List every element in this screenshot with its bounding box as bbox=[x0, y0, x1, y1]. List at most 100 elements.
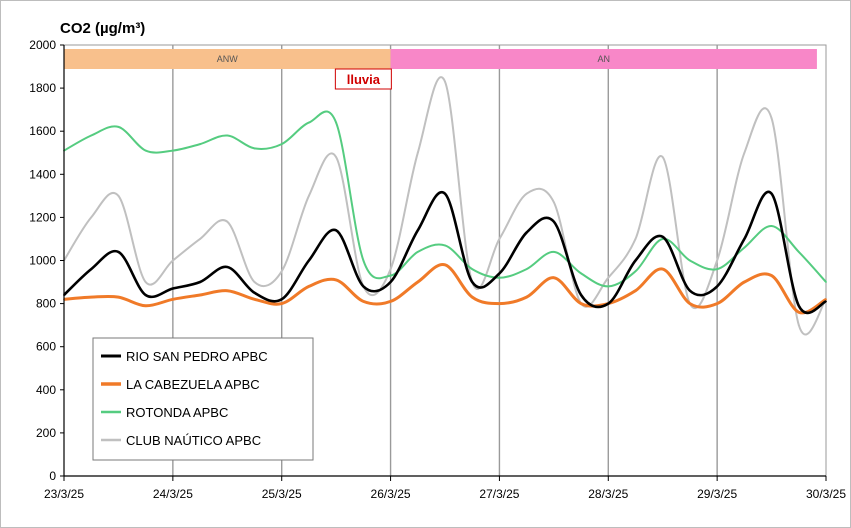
data-point bbox=[90, 296, 93, 299]
data-point bbox=[144, 281, 147, 283]
y-tick-label: 600 bbox=[36, 340, 56, 354]
data-point bbox=[716, 268, 719, 271]
data-point bbox=[117, 296, 120, 299]
data-point bbox=[580, 272, 582, 275]
data-point bbox=[552, 220, 555, 223]
data-point bbox=[226, 134, 229, 137]
data-point bbox=[498, 302, 501, 305]
band-label: AN bbox=[597, 54, 610, 64]
data-point bbox=[661, 235, 664, 238]
data-point bbox=[280, 302, 283, 305]
data-point bbox=[308, 121, 310, 124]
annotation-box bbox=[334, 68, 392, 90]
data-point bbox=[634, 259, 637, 262]
data-point bbox=[416, 250, 419, 253]
data-point bbox=[416, 281, 419, 283]
data-point bbox=[90, 268, 93, 271]
y-tick-label: 200 bbox=[36, 426, 56, 440]
data-point bbox=[226, 220, 229, 223]
data-point bbox=[743, 281, 746, 283]
data-point bbox=[389, 268, 392, 271]
data-point bbox=[171, 259, 174, 262]
data-point bbox=[335, 121, 338, 124]
data-point bbox=[308, 285, 310, 288]
data-point bbox=[498, 272, 501, 275]
data-point bbox=[253, 298, 256, 301]
data-point bbox=[389, 300, 392, 303]
data-point bbox=[743, 151, 746, 154]
data-point bbox=[253, 291, 256, 294]
data-point bbox=[634, 289, 637, 292]
data-point bbox=[444, 244, 446, 247]
data-point bbox=[770, 117, 773, 120]
legend-label: CLUB NAÚTICO APBC bbox=[126, 433, 261, 448]
y-tick-label: 1800 bbox=[29, 81, 56, 95]
data-point bbox=[416, 229, 419, 232]
legend-label: ROTONDA APBC bbox=[126, 405, 228, 420]
data-point bbox=[199, 281, 201, 283]
data-point bbox=[825, 281, 827, 283]
data-point bbox=[335, 278, 338, 281]
data-point bbox=[416, 151, 419, 154]
data-point bbox=[362, 300, 365, 303]
data-point bbox=[716, 285, 719, 288]
data-point bbox=[199, 238, 201, 240]
data-point bbox=[552, 201, 555, 204]
data-point bbox=[117, 250, 120, 253]
y-tick-label: 1400 bbox=[29, 167, 56, 181]
data-point bbox=[144, 294, 147, 296]
data-point bbox=[797, 311, 800, 314]
legend: RIO SAN PEDRO APBC LA CABEZUELA APBC ROTON… bbox=[92, 337, 314, 461]
data-point bbox=[444, 263, 446, 266]
data-point bbox=[335, 156, 338, 158]
data-point bbox=[770, 192, 773, 195]
axis-layer: 0 200 400 600 800 1000 1200 1400 1600 1800 2000 23/… bbox=[29, 38, 846, 501]
x-tick-label: 25/3/25 bbox=[262, 487, 302, 501]
x-tick-label: 24/3/25 bbox=[153, 487, 193, 501]
data-point bbox=[797, 304, 800, 307]
y-tick-label: 1000 bbox=[29, 254, 56, 268]
data-point bbox=[825, 298, 827, 301]
y-tick-label: 1600 bbox=[29, 124, 56, 138]
y-tick-label: 800 bbox=[36, 297, 56, 311]
data-point bbox=[171, 298, 174, 301]
data-point bbox=[308, 259, 310, 262]
data-point bbox=[743, 246, 746, 249]
data-point bbox=[716, 259, 719, 262]
data-point bbox=[144, 149, 147, 152]
data-point bbox=[580, 294, 582, 296]
x-tick-label: 23/3/25 bbox=[44, 487, 84, 501]
data-point bbox=[471, 296, 474, 299]
data-point bbox=[280, 143, 283, 146]
data-point bbox=[661, 268, 664, 271]
data-point bbox=[825, 300, 827, 303]
data-point bbox=[797, 324, 800, 327]
x-tick-label: 27/3/25 bbox=[479, 487, 519, 501]
y-tick-label: 1200 bbox=[29, 210, 56, 224]
series-line bbox=[63, 110, 827, 288]
data-point bbox=[634, 238, 637, 240]
legend-label: RIO SAN PEDRO APBC bbox=[126, 349, 268, 364]
data-point bbox=[498, 276, 501, 279]
data-point bbox=[580, 302, 582, 305]
data-point bbox=[90, 134, 93, 137]
data-point bbox=[444, 192, 446, 195]
data-point bbox=[716, 302, 719, 305]
data-point bbox=[770, 225, 773, 227]
x-tick-label: 30/3/25 bbox=[806, 487, 846, 501]
data-point bbox=[607, 276, 610, 279]
data-point bbox=[471, 268, 474, 271]
data-point bbox=[389, 281, 392, 283]
data-point bbox=[689, 259, 691, 262]
data-point bbox=[689, 302, 691, 305]
data-point bbox=[253, 147, 256, 150]
data-point bbox=[362, 285, 365, 288]
data-point bbox=[362, 259, 365, 262]
data-point bbox=[199, 143, 201, 146]
data-point bbox=[634, 270, 637, 273]
y-tick-label: 400 bbox=[36, 383, 56, 397]
data-point bbox=[797, 250, 800, 253]
data-point bbox=[552, 250, 555, 253]
band-an bbox=[390, 49, 817, 69]
series-group bbox=[63, 110, 827, 288]
